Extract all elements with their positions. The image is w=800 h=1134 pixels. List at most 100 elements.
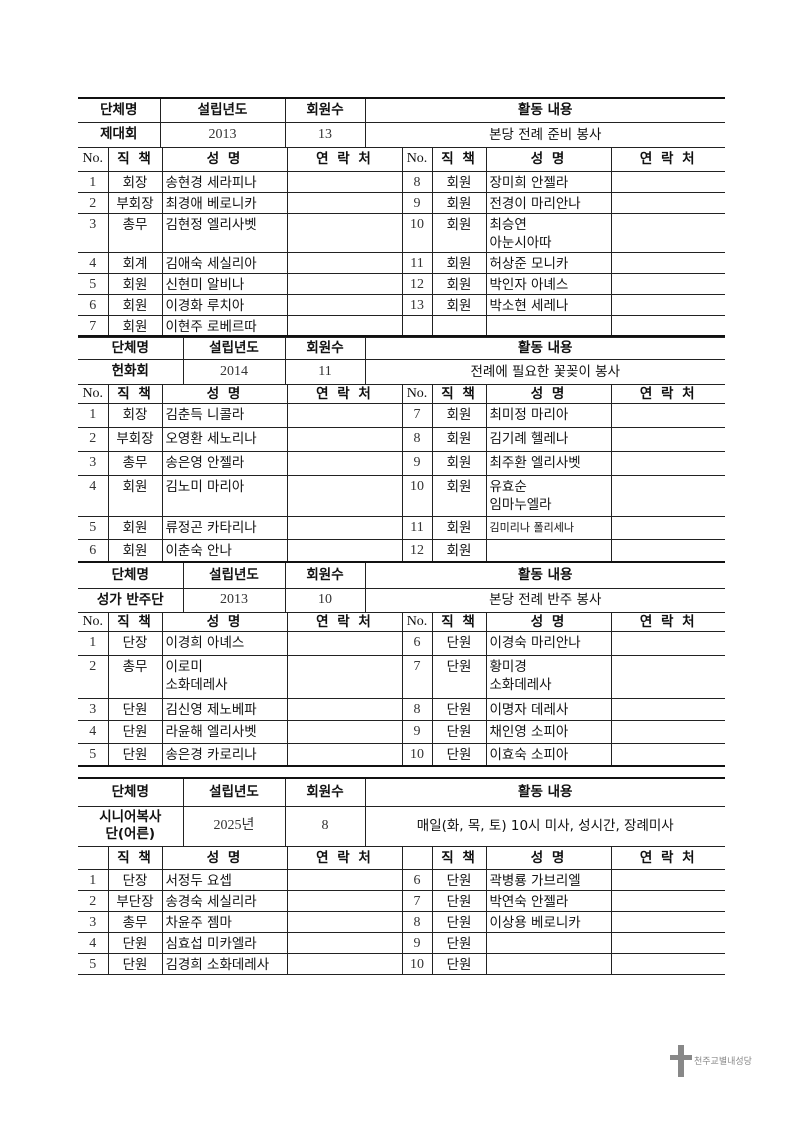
member-no: 8 [402, 171, 433, 193]
member-no: 7 [402, 890, 433, 912]
member-row: 3 총무 송은영 안젤라 9 회원 최주환 엘리사벳 [78, 451, 725, 476]
member-no: 10 [402, 953, 433, 975]
member-name: 김신영 제노베파 [162, 698, 288, 721]
member-no: 7 [402, 655, 433, 699]
header-group-name: 단체명 [78, 336, 184, 360]
member-no: 2 [78, 427, 109, 452]
member-no: 6 [78, 294, 109, 316]
member-no: 5 [78, 953, 109, 975]
founded-year: 2014 [183, 359, 286, 385]
member-row: 5 단원 송은경 카로리나 10 단원 이효숙 소피아 [78, 743, 725, 767]
activity-description: 본당 전례 준비 봉사 [365, 122, 725, 148]
member-no: 9 [402, 192, 433, 214]
member-role: 단원 [108, 953, 163, 975]
member-contact [287, 475, 403, 517]
member-contact [287, 631, 403, 656]
activity-description: 매일(화, 목, 토) 10시 미사, 성시간, 장례미사 [365, 806, 725, 847]
member-no: 7 [402, 403, 433, 428]
column-header-name: 성 명 [162, 846, 288, 870]
column-header-contact: 연 락 처 [287, 612, 403, 632]
column-header-name: 성 명 [486, 846, 612, 870]
member-contact [611, 655, 725, 699]
member-count: 8 [285, 806, 366, 847]
member-no: 9 [402, 932, 433, 954]
member-name: 최미정 마리아 [486, 403, 612, 428]
member-role: 단장 [108, 869, 163, 891]
member-no: 6 [402, 631, 433, 656]
member-name: 김현정 엘리사벳 [162, 213, 288, 253]
member-name: 송현경 세라피나 [162, 171, 288, 193]
member-name: 허상준 모니카 [486, 252, 612, 274]
member-role: 회원 [432, 294, 487, 316]
member-role: 회원 [432, 273, 487, 295]
member-role: 단원 [108, 743, 163, 767]
member-name: 김기례 헬레나 [486, 427, 612, 452]
member-role: 회원 [432, 252, 487, 274]
column-header-name: 성 명 [486, 384, 612, 404]
member-no: 12 [402, 539, 433, 563]
member-name: 유효순 임마누엘라 [486, 475, 612, 517]
member-name: 송경숙 세실리라 [162, 890, 288, 912]
column-header-role: 직 책 [432, 384, 487, 404]
member-role: 총무 [108, 213, 163, 253]
member-role: 회원 [432, 171, 487, 193]
member-role: 총무 [108, 451, 163, 476]
member-contact [611, 273, 725, 295]
member-contact [287, 427, 403, 452]
member-name: 최경애 베로니카 [162, 192, 288, 214]
member-role: 단원 [432, 869, 487, 891]
member-contact [611, 403, 725, 428]
member-no: 11 [402, 252, 433, 274]
member-name: 박인자 아녜스 [486, 273, 612, 295]
member-contact [287, 171, 403, 193]
column-header-contact: 연 락 처 [611, 147, 725, 172]
member-role: 회원 [432, 516, 487, 540]
column-header-no: No. [402, 384, 433, 404]
member-contact [611, 869, 725, 891]
member-row: 5 회원 신현미 알비나 12 회원 박인자 아녜스 [78, 273, 725, 295]
member-role: 부단장 [108, 890, 163, 912]
member-role: 단원 [108, 932, 163, 954]
member-row: 3 단원 김신영 제노베파 8 단원 이명자 데레사 [78, 698, 725, 721]
member-role: 단원 [108, 720, 163, 744]
member-name: 이로미 소화데레사 [162, 655, 288, 699]
member-role: 회원 [432, 192, 487, 214]
member-contact [611, 252, 725, 274]
member-name: 차윤주 젬마 [162, 911, 288, 933]
member-contact [287, 516, 403, 540]
header-member-count: 회원수 [285, 98, 366, 123]
member-row: 2 부회장 최경애 베로니카 9 회원 전경이 마리안나 [78, 192, 725, 214]
member-count: 10 [285, 588, 366, 613]
member-role: 회원 [432, 213, 487, 253]
member-row: 1 회장 송현경 세라피나 8 회원 장미희 안젤라 [78, 171, 725, 193]
member-no: 1 [78, 403, 109, 428]
member-row: 4 단원 라윤해 엘리사벳 9 단원 채인영 소피아 [78, 720, 725, 744]
header-founded: 설립년도 [183, 562, 286, 589]
member-no: 3 [78, 698, 109, 721]
column-header-contact: 연 락 처 [611, 612, 725, 632]
column-header-no [402, 846, 433, 870]
member-no: 2 [78, 192, 109, 214]
group-table: 단체명 설립년도 회원수 활동 내용 시니어복사 단(어른) 2025년 8 매일(화, 목,… [78, 777, 725, 975]
group-name: 성가 반주단 [78, 588, 184, 613]
member-name: 송은경 카로리나 [162, 743, 288, 767]
member-no: 1 [78, 171, 109, 193]
member-no: 4 [78, 720, 109, 744]
column-header-no: No. [78, 384, 109, 404]
member-name: 최승연 아눈시아따 [486, 213, 612, 253]
member-contact [611, 171, 725, 193]
member-row: 2 총무 이로미 소화데레사 7 단원 황미경 소화데레사 [78, 655, 725, 699]
member-name: 김춘득 니콜라 [162, 403, 288, 428]
member-contact [611, 516, 725, 540]
member-name: 심효섭 미카엘라 [162, 932, 288, 954]
member-role: 회원 [432, 427, 487, 452]
member-name: 황미경 소화데레사 [486, 655, 612, 699]
column-header-no: No. [78, 612, 109, 632]
group-name: 제대회 [78, 122, 161, 148]
activity-description: 전례에 필요한 꽃꽂이 봉사 [365, 359, 725, 385]
member-no: 4 [78, 932, 109, 954]
member-role: 부회장 [108, 427, 163, 452]
member-name: 이춘숙 안나 [162, 539, 288, 563]
member-role: 회원 [108, 294, 163, 316]
member-role: 회원 [432, 475, 487, 517]
